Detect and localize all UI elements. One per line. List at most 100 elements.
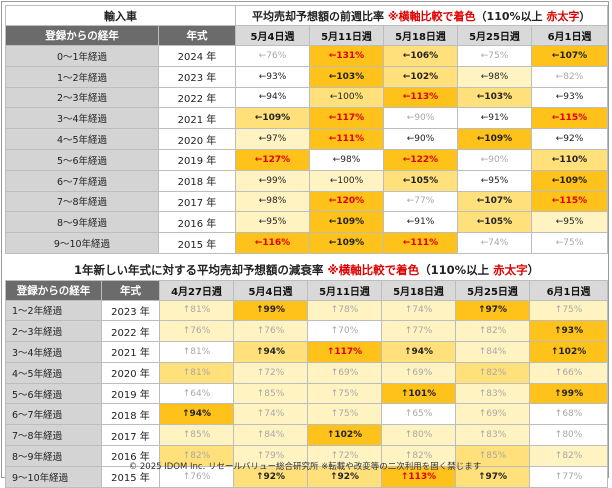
value-cell: ←95% xyxy=(530,211,609,234)
value-cell: ←103% xyxy=(309,65,384,88)
value-cell: ↑70% xyxy=(307,320,382,343)
table-row: 6～7年経過 2018 年 ↑94% ↑74% ↑75% ↑65% ↑69% ↑68% xyxy=(5,403,609,426)
value-cell: ↑99% xyxy=(233,299,308,322)
value-cell: ←74% xyxy=(457,232,532,254)
value-cell: ↑77% xyxy=(381,320,456,343)
value-cell: ↑94% xyxy=(233,341,308,363)
table-row: 1～2年経過 2023 年 ←93% ←103% ←102% ←98% ←82% xyxy=(5,65,609,88)
table1-title-paren-close: ） xyxy=(579,9,591,23)
value-cell: ←110% xyxy=(530,148,609,171)
value-cell: ←120% xyxy=(309,190,384,213)
table-row: 2～3年経過 2022 年 ↑76% ↑76% ↑70% ↑77% ↑82% ↑93% xyxy=(5,320,609,343)
table-row: 4～5年経過 2020 年 ↑81% ↑72% ↑69% ↑69% ↑82% ↑66% xyxy=(5,361,609,384)
value-cell: ←109% xyxy=(235,107,310,130)
value-cell: ↑82% xyxy=(455,361,530,384)
value-cell: ↑81% xyxy=(159,361,234,384)
row-age-label: 7～8年経過 xyxy=(5,424,102,447)
value-cell: ←107% xyxy=(530,45,609,67)
row-year: 2023 年 xyxy=(158,65,236,88)
value-cell: ←93% xyxy=(530,86,609,109)
table-row: 0～1年経過 2024 年 ←76% ←131% ←106% ←75% ←107% xyxy=(5,45,609,67)
table-row: 3～4年経過 2021 年 ←109% ←117% ←90% ←91% ←115% xyxy=(5,107,609,130)
value-cell: ←115% xyxy=(530,107,609,130)
value-cell: ↑75% xyxy=(528,299,609,322)
row-age-label: 1～2年経過 xyxy=(5,65,159,88)
value-cell: ←109% xyxy=(530,169,609,192)
value-cell: ↑68% xyxy=(528,403,609,426)
value-cell: ←97% xyxy=(235,128,310,150)
table1-title-red: 赤太字 xyxy=(546,9,580,23)
table-row: 7～8年経過 2017 年 ↑85% ↑84% ↑102% ↑80% ↑83% ↑80% xyxy=(5,424,609,447)
value-cell: ←111% xyxy=(383,232,458,254)
value-cell: ←111% xyxy=(309,128,384,150)
value-cell: ↑69% xyxy=(307,361,382,384)
value-cell: ↑81% xyxy=(159,341,234,363)
column-header: 5月11日週 xyxy=(307,279,382,301)
row-age-label: 3～4年経過 xyxy=(5,107,159,130)
value-cell: ↑82% xyxy=(528,445,609,467)
row-age-label: 8～9年経過 xyxy=(5,445,102,467)
table-row: 8～9年経過 2016 年 ←95% ←109% ←91% ←105% ←95% xyxy=(5,211,609,234)
value-cell: ←95% xyxy=(235,211,310,234)
value-cell: ↑74% xyxy=(233,403,308,426)
value-cell: ↑80% xyxy=(528,424,609,447)
value-cell: ↑80% xyxy=(381,424,456,447)
value-cell: ↑72% xyxy=(307,445,382,467)
value-cell: ↑82% xyxy=(381,445,456,467)
column-header: 6月1日週 xyxy=(530,25,609,46)
value-cell: ↑75% xyxy=(307,382,382,405)
table-row: 9～10年経過 2015 年 ←116% ←109% ←111% ←74% ←75% xyxy=(5,232,609,254)
row-age-label: 3～4年経過 xyxy=(5,341,102,363)
value-cell: ←90% xyxy=(383,128,458,150)
table2-title: 1年新しい年式に対する平均売却予想額の減衰率 ※横軸比較で着色（110%以上 赤… xyxy=(5,260,608,280)
column-header: 5月4日週 xyxy=(233,279,308,301)
value-cell: ↑76% xyxy=(159,320,234,343)
row-age-label: 9～10年経過 xyxy=(5,232,159,254)
row-age-label: 2～3年経過 xyxy=(5,86,159,109)
value-cell: ←115% xyxy=(530,190,609,213)
value-cell: ←94% xyxy=(235,86,310,109)
value-cell: ←90% xyxy=(383,107,458,130)
column-header: 5月25日週 xyxy=(457,25,532,46)
table2-title-note: ※横軸比較で着色 xyxy=(327,262,420,277)
column-header: 5月18日週 xyxy=(381,279,456,301)
column-header: 5月18日週 xyxy=(383,25,458,46)
row-age-label: 7～8年経過 xyxy=(5,190,159,213)
table-row: 5～6年経過 2019 年 ←127% ←98% ←122% ←90% ←110% xyxy=(5,148,609,171)
value-cell: ↑85% xyxy=(455,445,530,467)
header-group: 登録からの経年 xyxy=(5,25,159,46)
row-year: 2019 年 xyxy=(158,148,236,171)
value-cell: ←117% xyxy=(309,107,384,130)
row-year: 2021 年 xyxy=(158,107,236,130)
table-row: 2～3年経過 2022 年 ←94% ←100% ←113% ←103% ←93% xyxy=(5,86,609,109)
row-year: 2017 年 xyxy=(158,190,236,213)
row-age-label: 6～7年経過 xyxy=(5,169,159,192)
value-cell: ↑85% xyxy=(159,424,234,447)
table1-title: 平均売却予想額の前週比率 ※横軸比較で着色（110%以上 赤太字） xyxy=(234,5,609,26)
table-row: 1～2年経過 2023 年 ↑81% ↑99% ↑78% ↑74% ↑97% ↑75% xyxy=(5,299,609,322)
value-cell: ↑84% xyxy=(455,341,530,363)
row-age-label: 0～1年経過 xyxy=(5,45,159,67)
value-cell: ↑81% xyxy=(159,299,234,322)
value-cell: ←92% xyxy=(530,128,609,150)
row-age-label: 5～6年経過 xyxy=(5,148,159,171)
value-cell: ↑94% xyxy=(159,403,234,426)
table2-title-paren-open: （110%以上 xyxy=(419,262,494,277)
row-year: 2021 年 xyxy=(101,341,160,363)
table-row: 3～4年経過 2021 年 ↑81% ↑94% ↑117% ↑94% ↑84% ↑102% xyxy=(5,341,609,363)
value-cell: ←105% xyxy=(457,211,532,234)
value-cell: ↑102% xyxy=(528,341,609,363)
value-cell: ←90% xyxy=(457,148,532,171)
value-cell: ↑117% xyxy=(307,341,382,363)
value-cell: ↑94% xyxy=(381,341,456,363)
row-year: 2019 年 xyxy=(101,382,160,405)
header-group: 登録からの経年 xyxy=(5,279,102,301)
value-cell: ←113% xyxy=(383,86,458,109)
value-cell: ↑99% xyxy=(528,382,609,405)
row-year: 2016 年 xyxy=(101,445,160,467)
table-row: 4～5年経過 2020 年 ←97% ←111% ←90% ←109% ←92% xyxy=(5,128,609,150)
value-cell: ←91% xyxy=(457,107,532,130)
value-cell: ←98% xyxy=(235,190,310,213)
value-cell: ←107% xyxy=(457,190,532,213)
